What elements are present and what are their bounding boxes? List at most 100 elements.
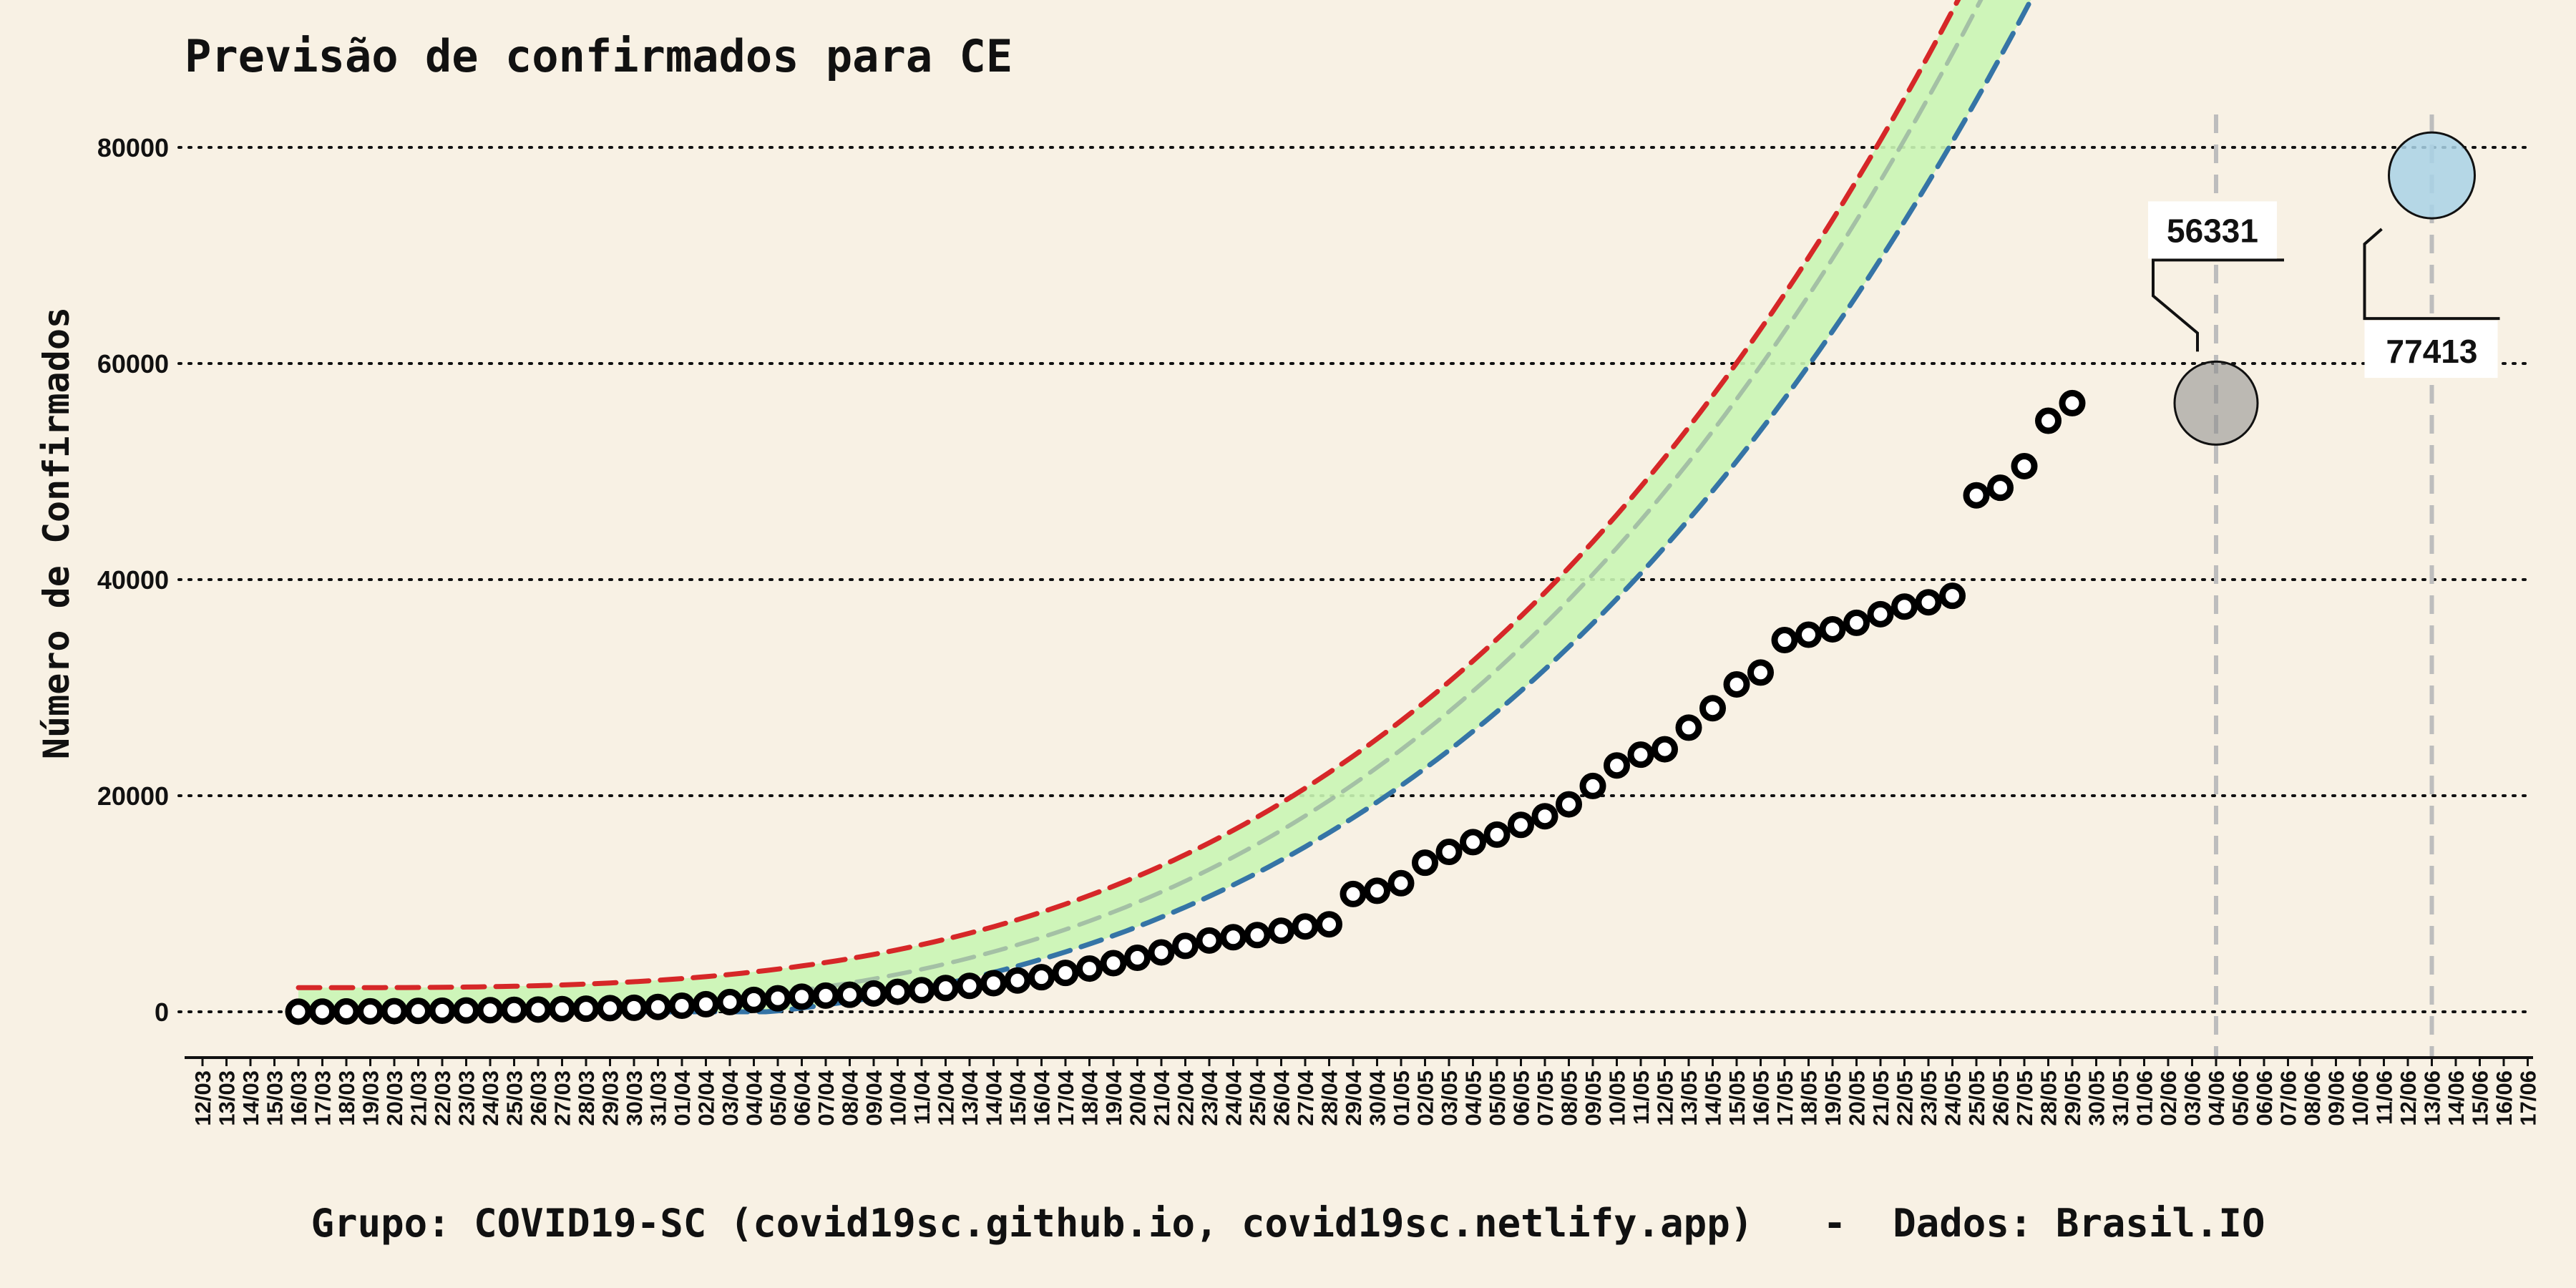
x-tick-label: 04/06 xyxy=(2204,1070,2229,1126)
x-tick-label: 22/05 xyxy=(1893,1070,1918,1126)
annotation-box-current xyxy=(2148,201,2277,259)
data-point xyxy=(1052,960,1079,987)
x-tick-label: 28/05 xyxy=(2036,1070,2062,1126)
x-tick-label: 06/06 xyxy=(2252,1070,2277,1126)
x-tick-label: 16/03 xyxy=(286,1070,311,1126)
x-tick-label: 11/06 xyxy=(2372,1070,2397,1125)
x-tick-label: 30/05 xyxy=(2084,1070,2109,1126)
x-tick-label: 29/03 xyxy=(598,1070,623,1126)
curve-lower xyxy=(296,0,2034,1015)
x-tick-label: 14/05 xyxy=(1701,1070,1726,1126)
data-point xyxy=(1771,627,1798,654)
x-tick-label: 26/03 xyxy=(526,1070,551,1126)
data-point xyxy=(549,995,575,1023)
data-point xyxy=(1220,924,1246,951)
data-point xyxy=(1939,582,1966,610)
x-tick-label: 02/06 xyxy=(2156,1070,2181,1126)
y-tick-label: 80000 xyxy=(97,133,169,162)
data-point xyxy=(1483,821,1511,848)
data-point xyxy=(1819,615,1846,643)
x-tick-label: 25/03 xyxy=(502,1070,527,1126)
x-tick-label: 08/06 xyxy=(2300,1070,2325,1126)
data-point xyxy=(429,997,456,1024)
x-tick-label: 12/03 xyxy=(190,1070,215,1126)
x-axis: 12/0313/0314/0315/0316/0317/0318/0319/03… xyxy=(185,1056,2541,1126)
confidence-bands xyxy=(298,0,2031,1012)
x-tick-label: 07/06 xyxy=(2276,1070,2301,1126)
x-tick-label: 12/05 xyxy=(1653,1070,1678,1126)
x-tick-label: 09/04 xyxy=(862,1070,887,1126)
data-point xyxy=(789,983,815,1010)
data-point xyxy=(1867,600,1894,628)
data-point xyxy=(1076,955,1103,982)
data-point xyxy=(812,982,839,1009)
data-point xyxy=(1987,474,2014,502)
x-tick-label: 01/06 xyxy=(2132,1070,2157,1126)
x-tick-label: 20/03 xyxy=(382,1070,407,1126)
data-point xyxy=(597,995,623,1022)
data-point xyxy=(836,981,863,1008)
data-point xyxy=(1891,593,1918,620)
x-tick-label: 14/03 xyxy=(238,1070,263,1126)
y-tick-label: 40000 xyxy=(97,565,169,595)
data-point xyxy=(357,997,384,1025)
data-point xyxy=(309,998,336,1025)
x-tick-label: 12/06 xyxy=(2396,1070,2421,1126)
x-tick-label: 13/04 xyxy=(957,1070,982,1126)
x-tick-label: 05/06 xyxy=(2228,1070,2253,1126)
x-tick-label: 29/04 xyxy=(1341,1070,1366,1126)
x-tick-label: 17/04 xyxy=(1053,1070,1078,1126)
data-point xyxy=(716,988,743,1015)
x-tick-label: 25/05 xyxy=(1964,1070,1989,1126)
x-tick-label: 05/04 xyxy=(766,1070,791,1126)
x-tick-label: 21/03 xyxy=(406,1070,431,1126)
data-point xyxy=(1196,927,1223,954)
data-point xyxy=(333,998,360,1025)
x-tick-label: 06/05 xyxy=(1509,1070,1534,1126)
data-point xyxy=(1292,913,1319,940)
x-tick-label: 17/05 xyxy=(1772,1070,1797,1126)
x-tick-label: 04/05 xyxy=(1461,1070,1486,1126)
x-tick-label: 07/04 xyxy=(814,1070,839,1126)
data-point xyxy=(1172,932,1199,960)
x-tick-label: 23/04 xyxy=(1197,1070,1222,1126)
x-tick-label: 18/03 xyxy=(334,1070,359,1126)
highlight-circle-current xyxy=(2173,360,2259,446)
data-point xyxy=(1723,670,1750,698)
data-point xyxy=(860,980,887,1007)
data-point xyxy=(980,970,1007,997)
data-point xyxy=(1100,950,1127,977)
x-tick-label: 17/06 xyxy=(2516,1070,2541,1126)
x-tick-label: 10/04 xyxy=(886,1070,911,1126)
x-tick-label: 15/06 xyxy=(2468,1070,2493,1126)
data-point xyxy=(693,990,719,1018)
annotation-box-forecast xyxy=(2364,321,2498,379)
value-annotations: 56331 77413 xyxy=(2148,201,2500,379)
y-axis-label: Número de Confirmados xyxy=(36,307,77,759)
y-axis-ticks: 0 20000 40000 60000 80000 xyxy=(97,133,169,1027)
x-tick-label: 19/05 xyxy=(1820,1070,1845,1126)
x-tick-label: 18/05 xyxy=(1797,1070,1822,1126)
x-tick-label: 26/05 xyxy=(1989,1070,2014,1126)
data-point xyxy=(285,998,312,1025)
x-tick-label: 23/05 xyxy=(1916,1070,1941,1126)
data-point xyxy=(620,994,648,1021)
highlight-circle-forecast xyxy=(2388,131,2476,220)
data-point xyxy=(1627,741,1654,769)
x-tick-label: 16/05 xyxy=(1749,1070,1774,1126)
x-tick-label: 13/05 xyxy=(1677,1070,1702,1126)
data-point xyxy=(1604,752,1630,779)
data-point xyxy=(453,997,479,1024)
x-tick-label: 31/03 xyxy=(646,1070,671,1126)
data-point xyxy=(668,992,696,1020)
x-tick-label: 06/04 xyxy=(790,1070,815,1126)
data-point xyxy=(1699,695,1726,722)
chart-title: Previsão de confirmados para CE xyxy=(185,30,1013,82)
data-point xyxy=(1124,945,1151,971)
data-point xyxy=(1508,811,1534,839)
highlight-circles xyxy=(2173,131,2476,446)
x-tick-label: 20/05 xyxy=(1845,1070,1870,1126)
y-tick-label: 60000 xyxy=(97,349,169,379)
x-tick-label: 15/03 xyxy=(263,1070,288,1126)
forecast-vlines xyxy=(2214,114,2434,1058)
